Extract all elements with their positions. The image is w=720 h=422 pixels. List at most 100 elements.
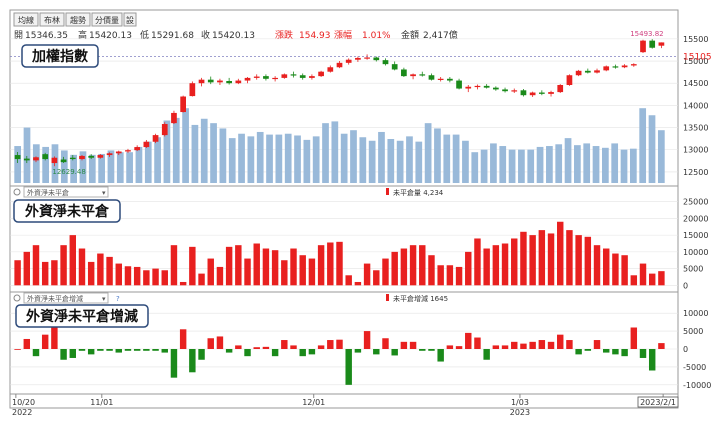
open-interest-bar bbox=[170, 245, 178, 286]
candle-body bbox=[189, 83, 196, 97]
open-interest-bar bbox=[124, 266, 132, 286]
volume-bar bbox=[275, 134, 283, 183]
open-interest-change-bar bbox=[474, 337, 481, 349]
open-interest-bar bbox=[32, 245, 40, 286]
close-value: 15420.13 bbox=[212, 31, 255, 41]
volume-bar bbox=[79, 151, 87, 183]
open-interest-bar bbox=[455, 266, 463, 286]
tab-volume-profile-label: 分價量 bbox=[95, 16, 119, 25]
candle-body bbox=[88, 155, 95, 158]
open-interest-change-bar bbox=[308, 349, 316, 355]
open-interest-change-bar bbox=[170, 349, 178, 378]
open-interest-bar bbox=[465, 251, 472, 286]
volume-bar bbox=[228, 138, 236, 183]
tab-volume-profile[interactable] bbox=[91, 12, 123, 27]
open-interest-bar bbox=[189, 246, 196, 286]
high-label: 高 bbox=[78, 29, 87, 41]
candle-body bbox=[180, 96, 186, 113]
open-value: 15346.35 bbox=[25, 31, 68, 41]
tab-settings[interactable] bbox=[123, 12, 137, 27]
open-interest-change-bar bbox=[244, 349, 251, 357]
candle-body bbox=[290, 74, 297, 76]
volume-bar bbox=[471, 152, 479, 183]
open-interest-change-bar bbox=[483, 349, 490, 360]
volume-bar bbox=[434, 128, 441, 183]
open-interest-change-bar bbox=[529, 341, 536, 349]
volume-bar bbox=[32, 144, 40, 183]
candle-body bbox=[51, 157, 58, 164]
open-interest-bar bbox=[14, 260, 21, 286]
volume-bar bbox=[490, 143, 497, 183]
open-interest-change-bar bbox=[216, 336, 224, 349]
change-label: 漲跌 bbox=[275, 30, 293, 41]
open-interest-bar bbox=[501, 243, 509, 286]
open-interest-bar bbox=[152, 268, 159, 286]
open-interest-change-bar bbox=[78, 349, 86, 351]
open-interest-bar bbox=[639, 263, 647, 286]
open-interest-bar bbox=[529, 235, 536, 286]
panel3-title: 外資淨未平倉增減 bbox=[26, 308, 138, 325]
volume-bar bbox=[378, 131, 385, 183]
volume-bar bbox=[144, 141, 152, 183]
volume-layer bbox=[14, 108, 665, 183]
candle-body bbox=[391, 64, 398, 70]
candle-body bbox=[299, 75, 306, 78]
volume-bar bbox=[648, 115, 656, 183]
p1-y-tick: 13500 bbox=[683, 124, 708, 133]
open-interest-change-bar bbox=[575, 349, 582, 355]
tab-trend[interactable] bbox=[65, 12, 91, 27]
open-interest-change-bar bbox=[106, 349, 113, 351]
open-interest-change-bar bbox=[345, 349, 352, 385]
quote-row: 開 15346.35 高 15420.13 低 15291.68 收 15420… bbox=[14, 29, 458, 41]
open-interest-bar bbox=[584, 236, 592, 286]
volume-bar bbox=[284, 133, 292, 183]
panel3-close-icon[interactable] bbox=[13, 294, 21, 302]
open-interest-change-bar bbox=[23, 338, 31, 349]
tab-bollinger[interactable] bbox=[39, 12, 65, 27]
open-interest-change-bar bbox=[446, 345, 454, 349]
panel2-indicator-select[interactable] bbox=[23, 186, 109, 198]
candle-body bbox=[60, 159, 67, 163]
volume-bar bbox=[116, 152, 124, 183]
candle-body bbox=[548, 92, 554, 94]
panel3-indicator-select[interactable] bbox=[23, 292, 109, 304]
candle-body bbox=[630, 64, 637, 66]
open-interest-bar bbox=[648, 273, 656, 286]
open-interest-bar bbox=[115, 263, 122, 286]
volume-bar bbox=[508, 149, 516, 183]
open-interest-change-bar bbox=[557, 334, 564, 349]
volume-bar bbox=[592, 146, 600, 183]
candle-body bbox=[612, 66, 619, 68]
candle-body bbox=[281, 74, 288, 78]
volume-bar bbox=[368, 140, 376, 183]
open-interest-bar bbox=[658, 271, 665, 286]
open-interest-bar bbox=[244, 258, 251, 286]
open-interest-bar bbox=[253, 243, 260, 286]
p1-y-tick: 14500 bbox=[683, 79, 708, 88]
p1-y-tick: 15000 bbox=[683, 57, 708, 66]
candle-body bbox=[649, 40, 656, 48]
open-interest-bar bbox=[409, 245, 417, 286]
volume-bar bbox=[602, 147, 609, 183]
panel2-close-icon[interactable] bbox=[13, 188, 21, 196]
volume-bar bbox=[340, 133, 348, 183]
open-interest-change-bar bbox=[60, 349, 67, 360]
help-icon[interactable]: ? bbox=[116, 295, 120, 303]
panel3-legend: 未平倉增減 1645 bbox=[393, 294, 448, 303]
candle-body bbox=[410, 74, 416, 77]
open-interest-change-bar bbox=[51, 323, 58, 349]
p1-y-tick: 12500 bbox=[683, 168, 708, 177]
tab-ma[interactable] bbox=[13, 12, 39, 27]
open-interest-bar bbox=[271, 250, 279, 286]
panel2-legend: 未平倉量 4,234 bbox=[393, 188, 444, 197]
p3-y-tick: -5000 bbox=[683, 363, 706, 372]
volume-bar bbox=[629, 148, 637, 183]
p3-y-tick: 10000 bbox=[683, 309, 708, 318]
x-current-date-box bbox=[637, 396, 679, 408]
tab-trend-label: 趨勢 bbox=[70, 15, 86, 25]
open-interest-bar bbox=[290, 248, 297, 286]
volume-bar bbox=[499, 146, 507, 183]
open-interest-change-bar bbox=[281, 340, 288, 349]
open-interest-change-bar bbox=[179, 329, 187, 349]
reference-label: 15105 bbox=[683, 52, 712, 62]
